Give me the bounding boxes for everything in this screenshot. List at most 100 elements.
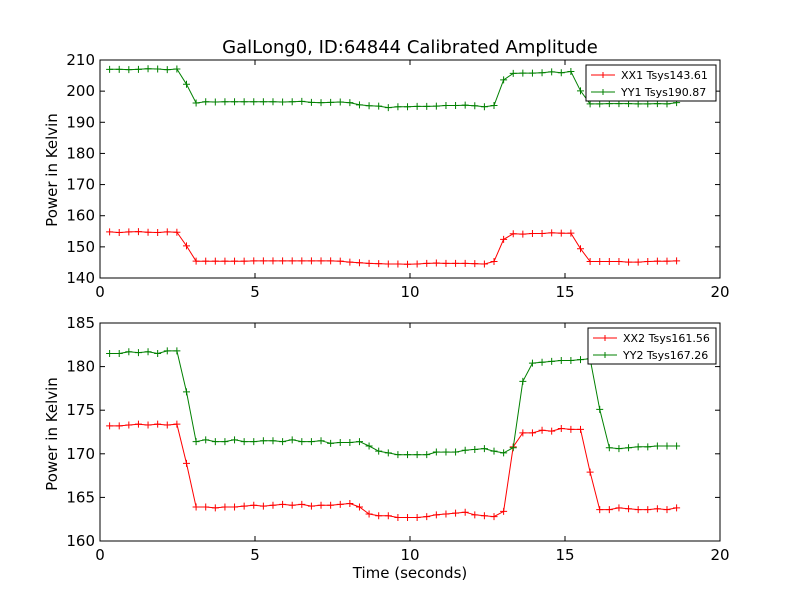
top-series-1-point-1 xyxy=(115,229,123,237)
top-series-2-point-9 xyxy=(192,99,200,107)
bottom-series-2-point-57 xyxy=(653,442,661,450)
top-series-1-point-54 xyxy=(625,258,633,266)
top-y-tick-label: 140 xyxy=(66,269,95,287)
top-series-1-point-19 xyxy=(288,257,296,265)
bottom-series-1-point-52 xyxy=(605,506,613,514)
top-series-1-point-2 xyxy=(125,228,133,236)
top-series-2-point-2 xyxy=(125,66,133,74)
bottom-series-1-point-17 xyxy=(269,501,277,509)
bottom-series-2-point-6 xyxy=(163,347,171,355)
bottom-x-tick-label: 20 xyxy=(710,546,729,564)
top-series-1-point-6 xyxy=(163,228,171,236)
bottom-y-tick-label: 185 xyxy=(66,314,95,332)
bottom-series-2-point-38 xyxy=(471,445,479,453)
bottom-x-tick-label: 5 xyxy=(250,546,260,564)
bottom-series-1-point-51 xyxy=(596,506,604,514)
bottom-series-2-point-1 xyxy=(115,350,123,358)
bottom-series-1-point-0 xyxy=(106,422,114,430)
bottom-series-2-point-15 xyxy=(250,438,258,446)
bottom-series-2-point-21 xyxy=(307,438,315,446)
top-series-2-point-31 xyxy=(404,103,412,111)
bottom-series-2-point-12 xyxy=(221,438,229,446)
top-series-1-point-57 xyxy=(653,257,661,265)
top-series-2-point-49 xyxy=(577,87,584,95)
top-series-2-point-41 xyxy=(500,76,508,84)
top-series-1-point-22 xyxy=(317,257,325,265)
top-series-2-point-27 xyxy=(365,102,373,110)
top-series-2-point-23 xyxy=(327,98,335,106)
top-series-2-point-33 xyxy=(423,102,431,110)
bottom-y-tick-label: 160 xyxy=(66,532,95,550)
top-series-1-point-14 xyxy=(240,257,248,265)
top-x-tick-label: 0 xyxy=(95,283,105,301)
top-series-2-point-30 xyxy=(394,103,402,111)
top-series-1-point-20 xyxy=(298,257,306,265)
bottom-series-1-point-34 xyxy=(432,511,440,519)
bottom-series-2-point-46 xyxy=(548,357,556,365)
bottom-series-2-point-49 xyxy=(577,356,584,364)
top-x-tick-label: 10 xyxy=(400,283,419,301)
top-series-1-point-36 xyxy=(452,259,460,267)
bottom-series-2-point-29 xyxy=(384,449,392,457)
top-series-2 xyxy=(106,65,681,112)
bottom-series-1-point-31 xyxy=(404,513,412,521)
top-series-1-point-13 xyxy=(231,257,239,265)
top-series-1-point-47 xyxy=(557,229,565,237)
chart-title: GalLong0, ID:64844 Calibrated Amplitude xyxy=(222,37,598,58)
bottom-series-1-point-32 xyxy=(413,513,421,521)
bottom-series-1-point-28 xyxy=(375,512,383,520)
bottom-series-2-point-25 xyxy=(346,438,354,446)
top-series-2-point-12 xyxy=(221,98,229,106)
top-series-2-point-10 xyxy=(202,98,210,106)
bottom-series-2-point-2 xyxy=(125,348,133,356)
top-series-1-point-26 xyxy=(355,259,363,267)
top-series-1-point-59 xyxy=(673,257,681,265)
bottom-series-1-point-59 xyxy=(673,504,681,512)
top-series-1-point-27 xyxy=(365,259,373,267)
top-series-2-point-46 xyxy=(548,68,556,76)
bottom-series-2-point-18 xyxy=(279,438,287,446)
top-series-1-point-53 xyxy=(615,257,623,265)
bottom-series-1-point-50 xyxy=(586,468,594,476)
bottom-series-2-point-42 xyxy=(509,444,517,452)
bottom-series-1-point-30 xyxy=(394,513,402,521)
bottom-series-1-point-26 xyxy=(355,503,363,511)
bottom-series-1-point-8 xyxy=(182,459,190,467)
bottom-series-1-point-38 xyxy=(471,511,479,519)
bottom-series-1-point-15 xyxy=(250,501,258,509)
bottom-series-2-point-10 xyxy=(202,436,210,444)
bottom-series-1-point-40 xyxy=(490,513,498,521)
top-legend-box xyxy=(585,64,717,102)
top-series-2-point-7 xyxy=(173,65,181,73)
top-series-1-point-44 xyxy=(528,229,536,237)
bottom-series-2-point-26 xyxy=(355,438,363,446)
top-series-1-point-7 xyxy=(173,228,181,236)
bottom-series-1-point-12 xyxy=(221,503,229,511)
bottom-series-1-point-21 xyxy=(307,502,315,510)
top-panel: 0 5 10 15 20 140 150 160 170 180 190 200 210 XX1 Tsys… xyxy=(66,51,729,301)
top-series-1-point-5 xyxy=(154,229,162,237)
top-series-2-point-13 xyxy=(231,98,239,106)
bottom-series-2-point-0 xyxy=(106,350,114,358)
top-series-1-point-48 xyxy=(567,229,575,237)
bottom-series-1-point-27 xyxy=(365,510,373,518)
bottom-series-1-point-19 xyxy=(288,501,296,509)
bottom-series-2-point-19 xyxy=(288,436,296,444)
top-series-1-point-51 xyxy=(596,257,604,265)
bottom-series-1-point-41 xyxy=(500,507,508,515)
bottom-x-tick-label: 0 xyxy=(95,546,105,564)
bottom-series-2-point-4 xyxy=(144,348,152,356)
bottom-legend-marker-1 xyxy=(602,335,608,341)
top-series-2-point-21 xyxy=(307,98,315,106)
top-x-tick-label: 15 xyxy=(555,283,574,301)
top-legend-marker-1 xyxy=(600,72,606,78)
bottom-series-2-point-31 xyxy=(404,451,412,459)
bottom-series-1-point-25 xyxy=(346,500,354,508)
top-series-2-point-19 xyxy=(288,98,296,106)
top-series-1 xyxy=(106,228,681,268)
top-series-1-point-0 xyxy=(106,228,114,236)
top-series-2-point-6 xyxy=(163,66,171,74)
bottom-series-1-point-23 xyxy=(327,501,335,509)
bottom-series-1-point-18 xyxy=(279,500,287,508)
bottom-series-1-point-47 xyxy=(557,425,565,433)
